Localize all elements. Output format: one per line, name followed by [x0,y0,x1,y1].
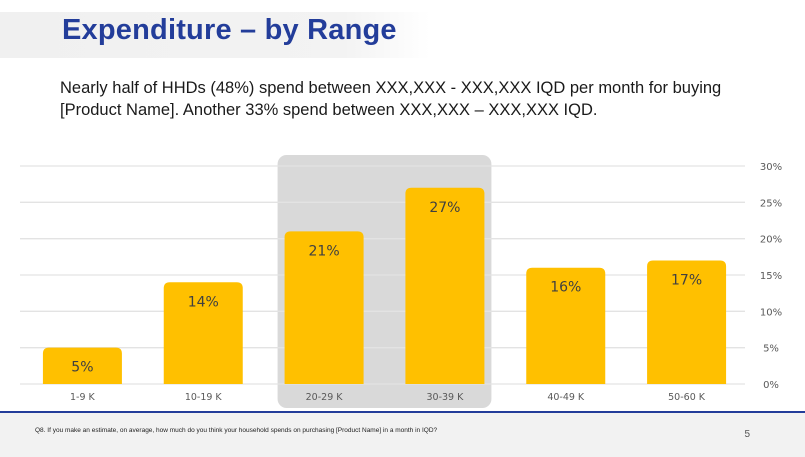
bar [163,282,243,384]
y-tick-label: 15% [760,271,782,282]
bar [647,260,727,384]
expenditure-bar-chart: 0% 5% 10% 15% 20% 25% 30% 5% 1-9 K 14% 10-19 K 21% 2… [20,155,782,408]
data-label: 16% [550,280,581,296]
footer-question: Q8. If you make an estimate, on average,… [35,427,438,434]
data-label: 27% [429,200,460,216]
x-tick-label: 20-29 K [306,392,344,403]
title-band [0,12,430,58]
slide-subtitle: Nearly half of HHDs (48%) spend between … [60,79,722,119]
data-label: 17% [671,272,702,288]
data-label: 21% [309,243,340,259]
bar [42,347,122,384]
slide-title: Expenditure – by Range [62,14,397,46]
y-tick-label: 10% [760,307,782,318]
x-tick-label: 10-19 K [185,392,223,403]
x-tick-label: 30-39 K [426,392,464,403]
x-tick-label: 1-9 K [70,392,96,403]
data-label: 5% [71,360,93,376]
bar [405,187,485,384]
page-number: 5 [744,429,750,440]
slide-footer: Q8. If you make an estimate, on average,… [0,411,805,457]
bar [284,231,364,384]
x-tick-label: 40-49 K [547,392,585,403]
data-label: 14% [188,294,219,310]
y-tick-label: 20% [760,235,782,246]
y-tick-label: 30% [760,162,782,173]
bar [526,267,606,384]
y-tick-label: 0% [763,380,779,391]
y-tick-label: 5% [763,344,779,355]
y-tick-label: 25% [760,198,782,209]
x-tick-label: 50-60 K [668,392,706,403]
